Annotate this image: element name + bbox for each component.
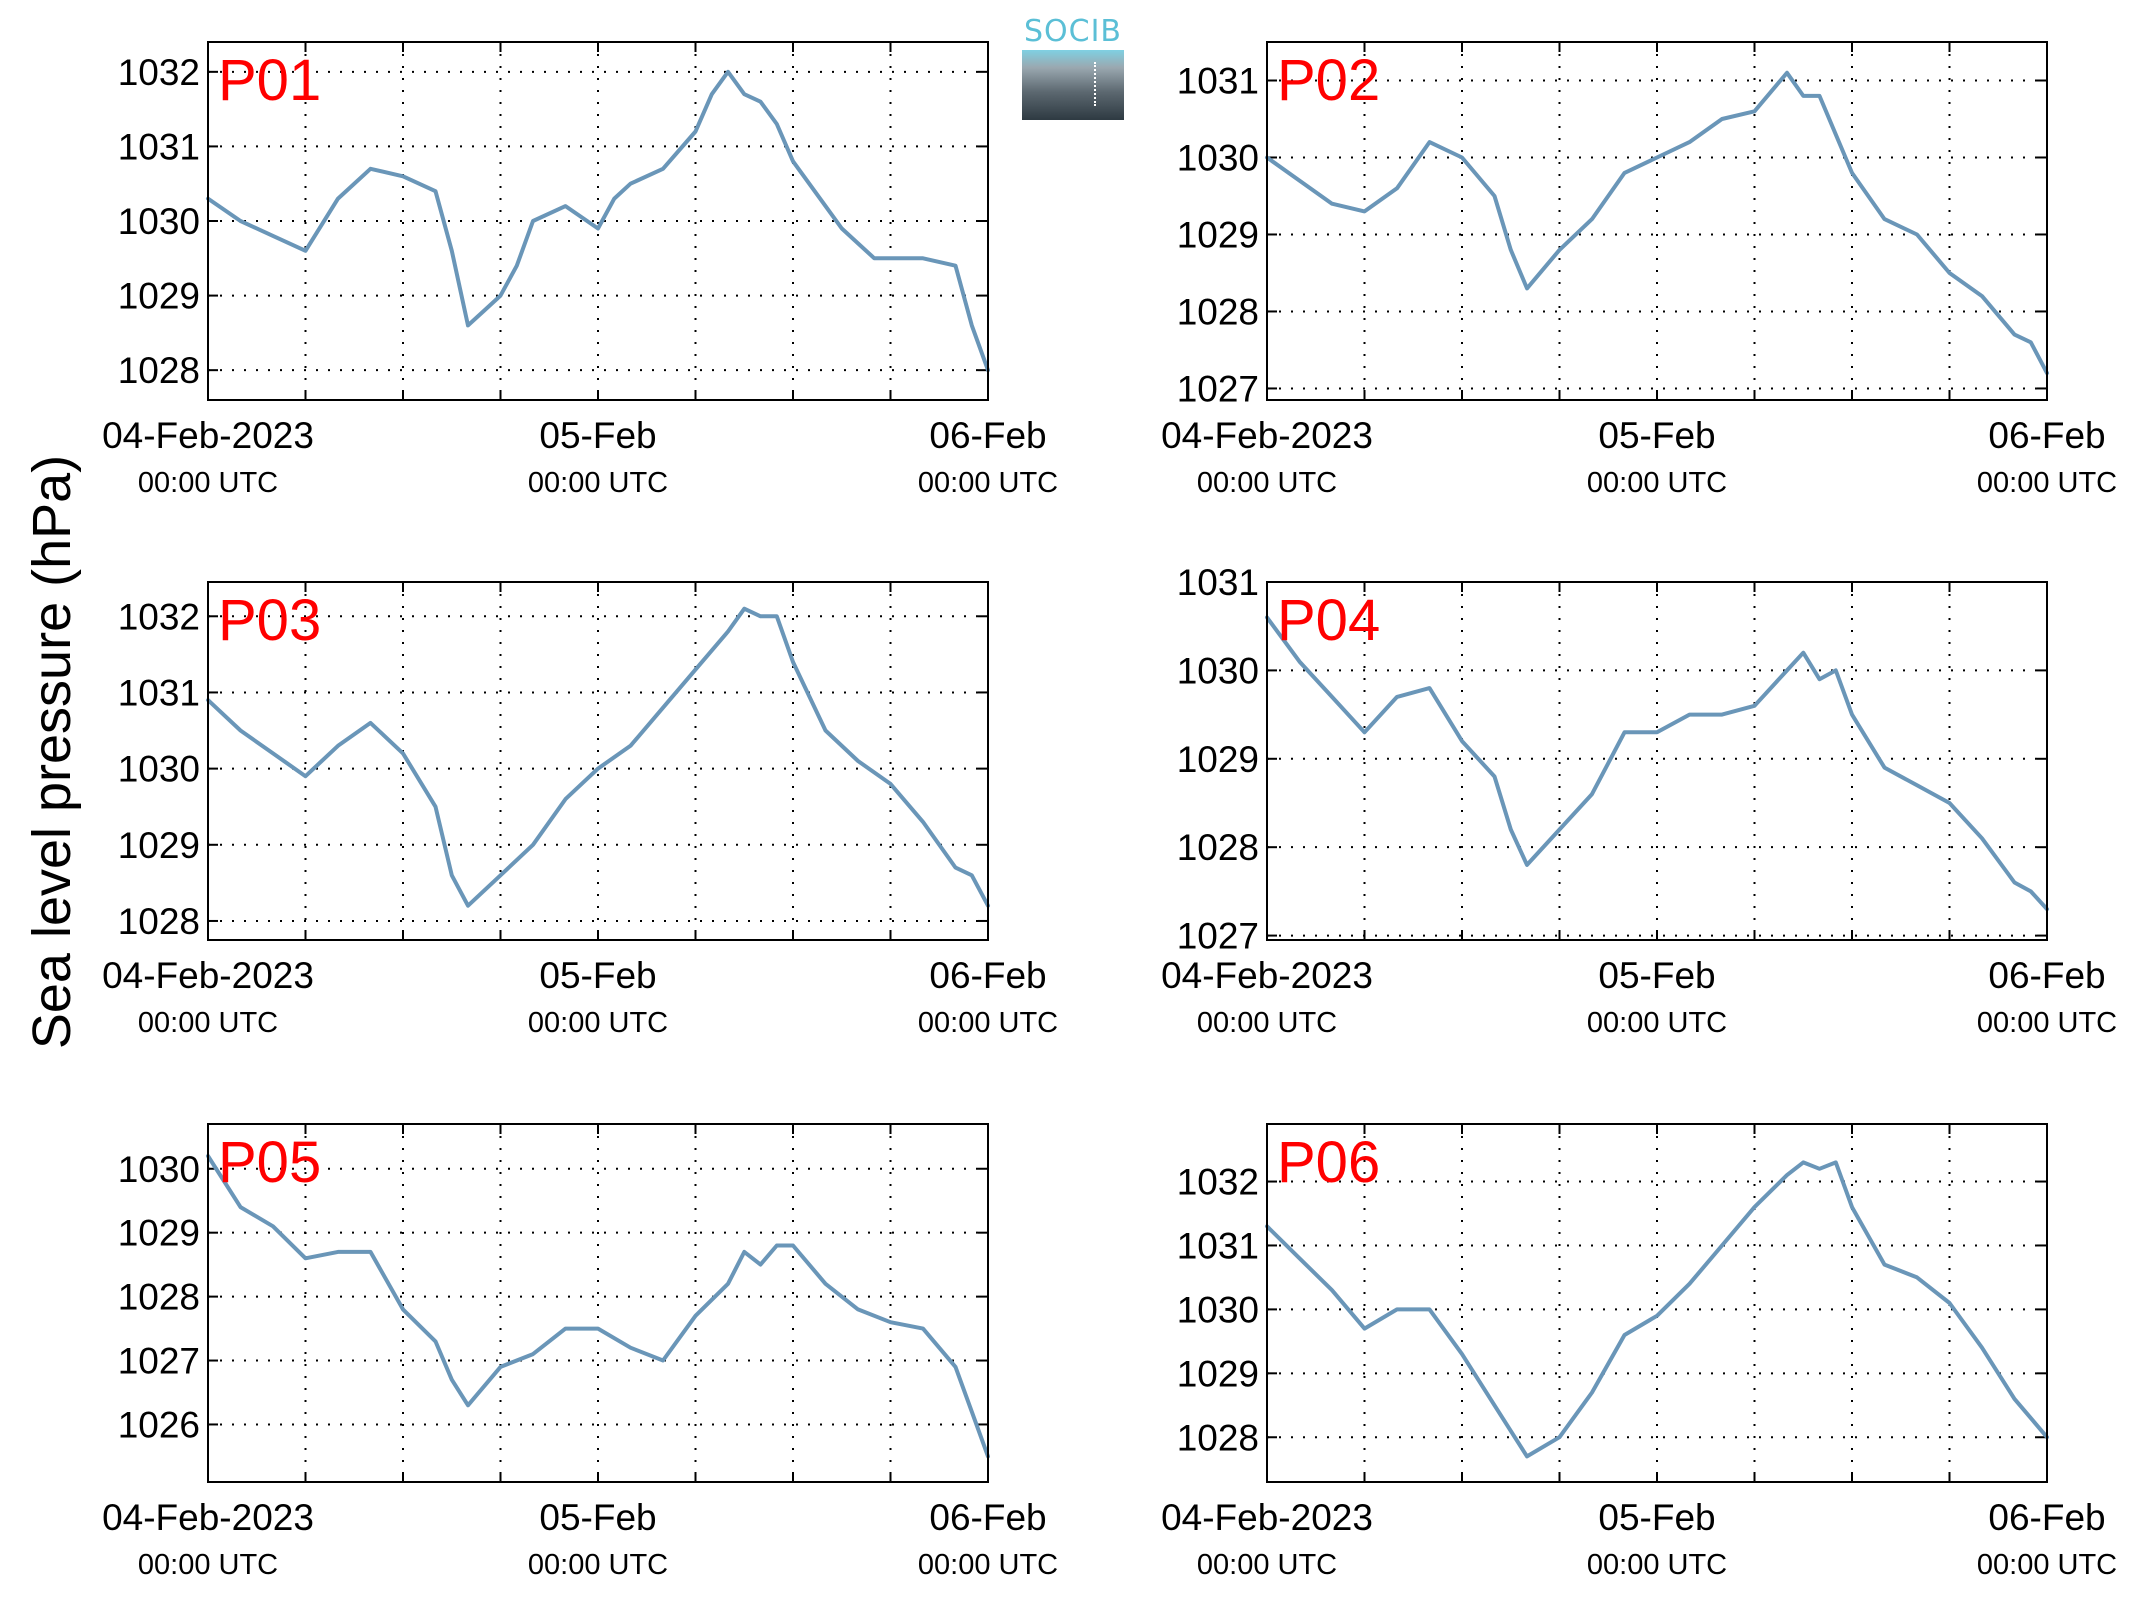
y-tick-label: 1032 <box>118 596 200 637</box>
x-tick-sublabel: 00:00 UTC <box>1197 467 1337 499</box>
x-tick-sublabel: 00:00 UTC <box>918 1549 1058 1581</box>
x-tick-label: 06-Feb <box>929 415 1046 456</box>
panel-label: P01 <box>218 48 321 113</box>
y-tick-label: 1029 <box>1177 214 1259 255</box>
x-tick-sublabel: 00:00 UTC <box>138 1007 278 1039</box>
axes-frame <box>207 581 989 941</box>
x-tick-label: 05-Feb <box>539 1497 656 1538</box>
x-tick-label: 04-Feb-2023 <box>1161 955 1373 996</box>
y-tick-label: 1026 <box>118 1404 200 1445</box>
x-tick-sublabel: 00:00 UTC <box>528 467 668 499</box>
y-tick-label: 1027 <box>1177 368 1259 409</box>
x-tick-sublabel: 00:00 UTC <box>918 1007 1058 1039</box>
pressure-series-line <box>206 69 990 373</box>
y-tick-label: 1028 <box>1177 291 1259 332</box>
x-tick-sublabel: 00:00 UTC <box>918 467 1058 499</box>
y-tick-label: 1032 <box>1177 1162 1259 1203</box>
chart-panel-p02: 1027 1028 1029 1030 1031 04-Feb-2023 00:00 UTC… <box>1161 41 2117 499</box>
chart-panel-p01: 1028 1029 1030 1031 1032 04-Feb-2023 00:00 UTC… <box>102 41 1058 499</box>
chart-panel-p04: 1027 1028 1029 1030 1031 04-Feb-2023 00:00 UTC… <box>1161 562 2117 1039</box>
axes-frame <box>207 1123 989 1483</box>
y-tick-label: 1032 <box>118 52 200 93</box>
x-tick-sublabel: 00:00 UTC <box>1977 1007 2117 1039</box>
y-tick-label: 1030 <box>118 201 200 242</box>
x-tick-sublabel: 00:00 UTC <box>138 467 278 499</box>
pressure-series-line <box>1265 1160 2049 1459</box>
logo-text: SOCIB <box>1023 14 1123 49</box>
x-tick-sublabel: 00:00 UTC <box>138 1549 278 1581</box>
x-tick-label: 04-Feb-2023 <box>1161 415 1373 456</box>
pressure-series-line <box>206 1154 990 1459</box>
y-tick-label: 1028 <box>1177 1417 1259 1458</box>
y-tick-label: 1030 <box>118 749 200 790</box>
chart-panel-p06: 1028 1029 1030 1031 1032 04-Feb-2023 00:00 UTC… <box>1161 1123 2117 1581</box>
y-tick-label: 1030 <box>1177 650 1259 691</box>
logo-dash <box>1094 62 1098 106</box>
y-tick-label: 1028 <box>118 350 200 391</box>
x-tick-sublabel: 00:00 UTC <box>1197 1549 1337 1581</box>
y-tick-label: 1029 <box>118 825 200 866</box>
chart-panel-p05: 1026 1027 1028 1029 1030 04-Feb-2023 00:00 UTC… <box>102 1123 1058 1581</box>
panel-label: P05 <box>218 1130 321 1195</box>
y-tick-label: 1028 <box>1177 827 1259 868</box>
panel-label: P03 <box>218 588 321 653</box>
x-tick-label: 05-Feb <box>539 955 656 996</box>
pressure-series-line <box>206 606 990 908</box>
panel-label: P06 <box>1277 1130 1380 1195</box>
socib-logo: SOCIB <box>1022 14 1124 120</box>
x-tick-label: 05-Feb <box>1598 1497 1715 1538</box>
x-tick-label: 04-Feb-2023 <box>102 415 314 456</box>
x-tick-sublabel: 00:00 UTC <box>1977 467 2117 499</box>
x-tick-label: 06-Feb <box>1988 955 2105 996</box>
x-tick-label: 06-Feb <box>1988 1497 2105 1538</box>
y-tick-label: 1029 <box>118 276 200 317</box>
y-tick-label: 1031 <box>118 672 200 713</box>
chart-panel-p03: 1028 1029 1030 1031 1032 04-Feb-2023 00:00 UTC… <box>102 581 1058 1039</box>
x-tick-label: 06-Feb <box>929 955 1046 996</box>
x-tick-sublabel: 00:00 UTC <box>528 1549 668 1581</box>
pressure-series-line <box>1265 70 2049 376</box>
x-tick-sublabel: 00:00 UTC <box>528 1007 668 1039</box>
x-tick-sublabel: 00:00 UTC <box>1587 1007 1727 1039</box>
y-tick-label: 1030 <box>1177 137 1259 178</box>
x-tick-label: 06-Feb <box>1988 415 2105 456</box>
axes-frame <box>207 41 989 401</box>
y-tick-label: 1031 <box>1177 1225 1259 1266</box>
y-tick-label: 1031 <box>1177 562 1259 603</box>
axes-frame <box>1266 581 2048 941</box>
y-tick-label: 1027 <box>1177 916 1259 957</box>
x-tick-label: 05-Feb <box>1598 955 1715 996</box>
y-tick-label: 1029 <box>1177 1353 1259 1394</box>
y-tick-label: 1028 <box>118 1277 200 1318</box>
x-tick-label: 04-Feb-2023 <box>102 1497 314 1538</box>
y-tick-label: 1027 <box>118 1341 200 1382</box>
x-tick-sublabel: 00:00 UTC <box>1587 467 1727 499</box>
y-tick-label: 1028 <box>118 901 200 942</box>
panel-label: P04 <box>1277 588 1380 653</box>
x-tick-label: 06-Feb <box>929 1497 1046 1538</box>
x-tick-sublabel: 00:00 UTC <box>1587 1549 1727 1581</box>
y-tick-label: 1031 <box>1177 60 1259 101</box>
y-tick-label: 1031 <box>118 126 200 167</box>
y-axis-label: Sea level pressure (hPa) <box>22 455 82 1049</box>
x-tick-sublabel: 00:00 UTC <box>1197 1007 1337 1039</box>
y-tick-label: 1029 <box>1177 739 1259 780</box>
panel-label: P02 <box>1277 48 1380 113</box>
logo-graphic <box>1022 50 1124 120</box>
x-tick-label: 04-Feb-2023 <box>102 955 314 996</box>
x-tick-sublabel: 00:00 UTC <box>1977 1549 2117 1581</box>
axes-frame <box>1266 1123 2048 1483</box>
x-tick-label: 05-Feb <box>1598 415 1715 456</box>
y-tick-label: 1030 <box>118 1149 200 1190</box>
y-tick-label: 1030 <box>1177 1289 1259 1330</box>
axes-frame <box>1266 41 2048 401</box>
x-tick-label: 05-Feb <box>539 415 656 456</box>
y-tick-label: 1029 <box>118 1213 200 1254</box>
x-tick-label: 04-Feb-2023 <box>1161 1497 1373 1538</box>
pressure-series-line <box>1265 615 2049 912</box>
